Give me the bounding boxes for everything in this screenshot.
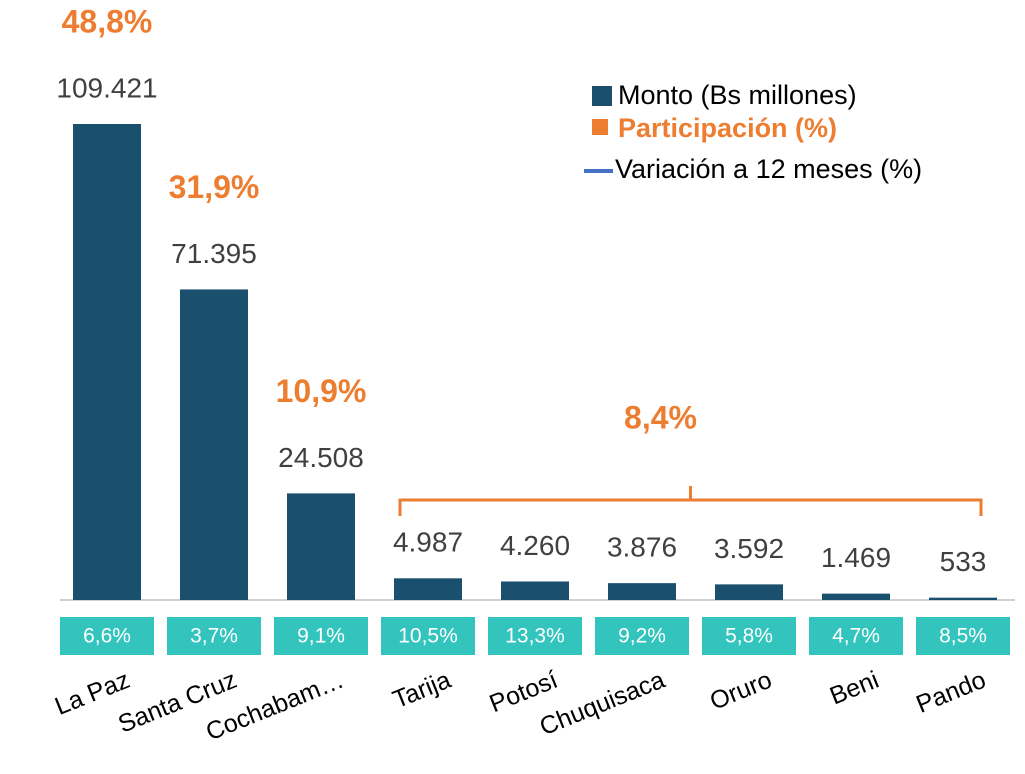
bar [822,593,890,600]
value-label: 71.395 [171,238,257,269]
value-label: 4.987 [393,527,463,558]
variation-label: 9,1% [297,625,345,648]
bar [608,583,676,600]
value-label: 4.260 [500,530,570,561]
variation-box [809,617,903,655]
bar [394,578,462,600]
x-tick-label: Beni [826,666,883,711]
legend-label: Participación (%) [618,113,837,143]
legend-swatch [592,119,608,135]
variation-label: 13,3% [505,625,565,648]
value-label: 3.592 [714,533,784,564]
value-label: 24.508 [278,442,364,473]
variation-box [488,617,582,655]
legend-label: Monto (Bs millones) [618,80,857,110]
variation-label: 10,5% [398,625,458,648]
bar [180,289,248,600]
variation-box [167,617,261,655]
x-tick-label: Tarija [389,666,455,714]
participation-label: 48,8% [62,3,153,39]
value-label: 533 [940,546,987,577]
variation-label: 8,5% [939,625,987,648]
participation-label: 10,9% [276,373,367,409]
bar [501,581,569,600]
group-bracket [398,486,983,516]
bar [73,124,141,600]
variation-box [916,617,1010,655]
variation-box [381,617,475,655]
bar [287,493,355,600]
value-label: 109.421 [56,72,157,103]
participation-label: 31,9% [169,169,260,205]
variation-label: 6,6% [83,625,131,648]
legend-swatch [592,86,612,106]
value-label: 3.876 [607,532,677,563]
variation-label: 9,2% [618,625,666,648]
group-label: 8,4% [624,399,697,435]
bar [929,597,997,600]
value-label: 1.469 [821,542,891,573]
variation-label: 5,8% [725,625,773,648]
variation-box [60,617,154,655]
variation-box [702,617,796,655]
legend-label: Variación a 12 meses (%) [615,154,922,184]
variation-box [274,617,368,655]
variation-label: 3,7% [190,625,238,648]
variation-label: 4,7% [832,625,880,648]
bar [715,584,783,600]
x-tick-label: Pando [912,666,990,719]
x-tick-label: Oruro [706,666,776,716]
variation-box [595,617,689,655]
